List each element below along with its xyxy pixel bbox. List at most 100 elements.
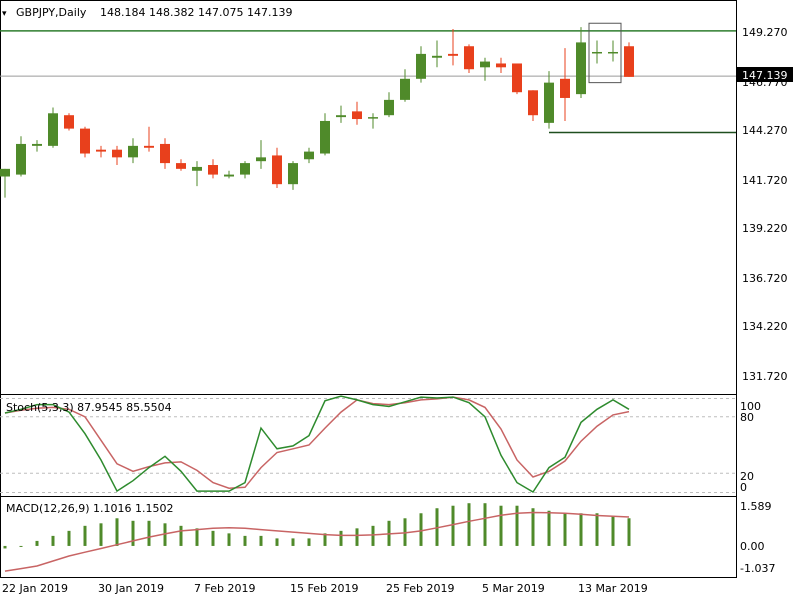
time-tick: 15 Feb 2019 — [290, 582, 358, 595]
chart-frame — [0, 0, 737, 578]
macd-histogram-and-signal — [3, 503, 631, 572]
candle-body — [160, 143, 170, 164]
candle-body — [16, 143, 26, 175]
macd-bar — [595, 513, 599, 546]
stoch-tick: 80 — [740, 411, 754, 424]
price-tick: 139.220 — [742, 222, 788, 235]
stochastic-lines — [0, 395, 736, 494]
macd-bar — [355, 528, 359, 546]
ohlc-values: 148.184 148.382 147.075 147.139 — [100, 6, 292, 19]
time-tick: 5 Mar 2019 — [482, 582, 545, 595]
last-price-label: 147.139 — [742, 69, 788, 82]
candles — [0, 22, 634, 198]
candle-body — [192, 166, 202, 171]
macd-bar — [499, 505, 503, 546]
selection-box — [588, 22, 622, 84]
macd-bar — [339, 530, 343, 546]
macd-bar — [483, 503, 487, 546]
candle-body — [576, 42, 586, 95]
candle-body — [416, 53, 426, 79]
last-price-marker: 147.139 — [737, 67, 793, 82]
candle-body — [224, 174, 234, 177]
macd-bar — [131, 520, 135, 546]
chart-title: GBPJPY,Daily — [16, 6, 87, 19]
candle-body — [400, 78, 410, 100]
stoch-tick: 100 — [740, 400, 761, 413]
candle-body — [528, 90, 538, 116]
candle-body — [48, 113, 58, 146]
candle-body — [304, 151, 314, 160]
macd-bar — [99, 523, 103, 546]
candle-body — [608, 51, 618, 54]
macd-bar — [515, 505, 519, 546]
macd-bar — [243, 535, 247, 546]
candle-body — [624, 46, 634, 77]
candle-body — [352, 111, 362, 120]
macd-bar — [35, 540, 39, 546]
stoch-main-line — [4, 395, 630, 494]
macd-bar — [259, 535, 263, 546]
candle-body — [240, 163, 250, 175]
chart-header: ▾ GBPJPY,Daily 148.184 148.382 147.075 1… — [2, 6, 292, 19]
stochastic-axis: 100 80 20 0 — [740, 400, 761, 494]
candle-body — [544, 82, 554, 123]
stochastic-label: Stoch(5,3,3) 87.9545 85.5504 — [6, 401, 172, 414]
macd-bar — [467, 503, 471, 546]
price-tick: 131.720 — [742, 370, 788, 383]
time-tick: 22 Jan 2019 — [2, 582, 68, 595]
macd-bar — [67, 530, 71, 546]
price-levels — [0, 30, 736, 134]
candle-body — [592, 51, 602, 54]
price-tick: 141.720 — [742, 174, 788, 187]
macd-bar — [627, 518, 631, 546]
time-tick: 7 Feb 2019 — [194, 582, 255, 595]
macd-bar — [531, 508, 535, 546]
macd-bar — [211, 530, 215, 546]
candle-body — [288, 163, 298, 185]
macd-tick: -1.037 — [740, 562, 775, 575]
candle-body — [272, 155, 282, 185]
macd-bar — [147, 520, 151, 546]
macd-bar — [115, 518, 119, 546]
candle-body — [64, 115, 74, 129]
candle-body — [80, 128, 90, 154]
candle-body — [368, 117, 378, 119]
price-tick: 134.220 — [742, 320, 788, 333]
macd-bar — [51, 535, 55, 546]
macd-bar — [371, 525, 375, 546]
candle-body — [384, 99, 394, 116]
candle-body — [144, 145, 154, 148]
candle-body — [112, 149, 122, 158]
time-tick: 30 Jan 2019 — [98, 582, 164, 595]
candle-body — [32, 143, 42, 146]
candle-body — [176, 163, 186, 169]
macd-bar — [451, 505, 455, 546]
stoch-signal-line — [4, 396, 630, 489]
macd-bar — [275, 538, 279, 546]
panel-frames — [0, 0, 737, 578]
candle-body — [256, 157, 266, 162]
macd-bar — [403, 518, 407, 546]
stoch-tick: 20 — [740, 470, 754, 483]
candle-body — [480, 61, 490, 68]
macd-bar — [323, 533, 327, 546]
candle-body — [496, 63, 506, 68]
price-tick: 136.720 — [742, 272, 788, 285]
macd-bar — [563, 513, 567, 546]
time-axis: 22 Jan 2019 30 Jan 2019 7 Feb 2019 15 Fe… — [2, 582, 648, 595]
macd-bar — [83, 525, 87, 546]
candle-body — [464, 46, 474, 70]
candle-body — [0, 168, 10, 177]
macd-bar — [227, 533, 231, 546]
time-tick: 25 Feb 2019 — [386, 582, 454, 595]
candle-body — [448, 53, 458, 56]
candle-body — [336, 115, 346, 118]
macd-signal-line — [4, 511, 630, 572]
stoch-tick: 0 — [740, 481, 747, 494]
macd-axis: 1.589 0.00 -1.037 — [740, 500, 775, 575]
macd-bar — [547, 510, 551, 546]
macd-bar — [179, 525, 183, 546]
candle-body — [560, 78, 570, 98]
candle-body — [128, 145, 138, 158]
